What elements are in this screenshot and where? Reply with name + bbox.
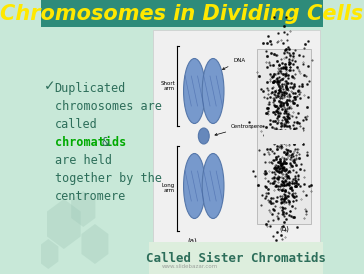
Ellipse shape bbox=[183, 153, 205, 218]
Text: Two chromatids: Two chromatids bbox=[190, 250, 233, 255]
Text: Short
arm: Short arm bbox=[160, 81, 175, 92]
Text: Called Sister Chromatids: Called Sister Chromatids bbox=[146, 252, 327, 264]
Text: called: called bbox=[55, 118, 97, 131]
Polygon shape bbox=[82, 224, 108, 264]
Text: Centromere: Centromere bbox=[215, 124, 264, 136]
Text: chromatids: chromatids bbox=[55, 136, 126, 149]
Text: are held: are held bbox=[55, 154, 111, 167]
Bar bbox=[40, 0, 324, 27]
Polygon shape bbox=[38, 239, 58, 269]
Ellipse shape bbox=[198, 128, 209, 144]
Text: centromere: centromere bbox=[55, 190, 126, 203]
Text: Duplicated: Duplicated bbox=[55, 82, 126, 95]
Text: &: & bbox=[95, 136, 109, 149]
Polygon shape bbox=[47, 199, 81, 249]
Text: www.slidebazar.com: www.slidebazar.com bbox=[162, 264, 218, 269]
Bar bbox=[149, 242, 324, 274]
Text: (a): (a) bbox=[187, 238, 197, 244]
Text: together by the: together by the bbox=[55, 172, 161, 185]
Text: ✓: ✓ bbox=[44, 79, 56, 93]
Text: DNA: DNA bbox=[222, 59, 245, 69]
Text: Chromosomes in Dividing Cells: Chromosomes in Dividing Cells bbox=[0, 4, 364, 24]
Bar bbox=[153, 30, 320, 242]
Bar bbox=[257, 49, 311, 224]
Text: Long
arm: Long arm bbox=[162, 182, 175, 193]
Bar bbox=[264, 130, 303, 144]
Text: (b): (b) bbox=[279, 226, 289, 233]
Ellipse shape bbox=[202, 59, 224, 124]
Ellipse shape bbox=[202, 153, 224, 218]
Polygon shape bbox=[71, 191, 95, 227]
Text: chromosomes are: chromosomes are bbox=[55, 100, 161, 113]
Ellipse shape bbox=[183, 59, 205, 124]
